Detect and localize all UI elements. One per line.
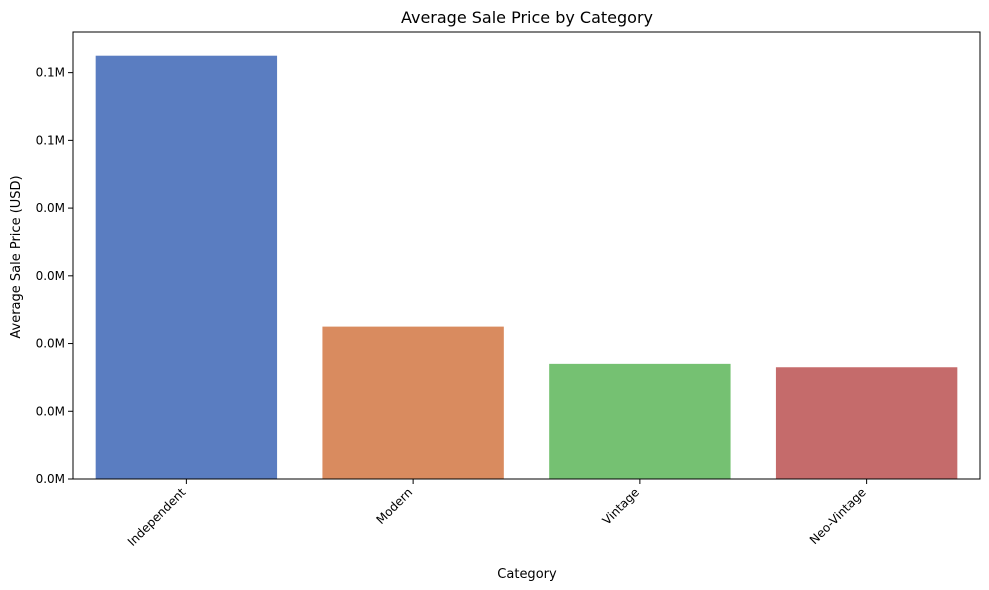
bar-modern <box>322 326 504 479</box>
chart-title: Average Sale Price by Category <box>401 8 653 27</box>
x-tick-label-independent: Independent <box>125 485 189 549</box>
y-tick-label: 0.0M <box>36 201 65 215</box>
x-tick-label-modern: Modern <box>374 485 416 527</box>
y-tick-label: 0.1M <box>36 133 65 147</box>
x-tick-label-vintage: Vintage <box>600 485 642 527</box>
y-tick-label: 0.0M <box>36 269 65 283</box>
y-tick-label: 0.1M <box>36 66 65 80</box>
y-axis-label: Average Sale Price (USD) <box>9 175 24 338</box>
x-tick-label-neo-vintage: Neo-Vintage <box>807 485 869 547</box>
bar-independent <box>95 55 278 480</box>
bar-vintage <box>549 363 731 479</box>
plot-area: 0.0M 0.0M 0.0M 0.0M 0.0M 0.1M 0.1M Independent M… <box>36 31 981 549</box>
y-tick-label: 0.0M <box>36 472 65 486</box>
x-axis-label: Category <box>497 567 557 582</box>
plot-frame <box>72 31 981 480</box>
bar-neo-vintage <box>775 367 958 479</box>
y-tick-label: 0.0M <box>36 337 65 351</box>
y-tick-label: 0.0M <box>36 404 65 418</box>
